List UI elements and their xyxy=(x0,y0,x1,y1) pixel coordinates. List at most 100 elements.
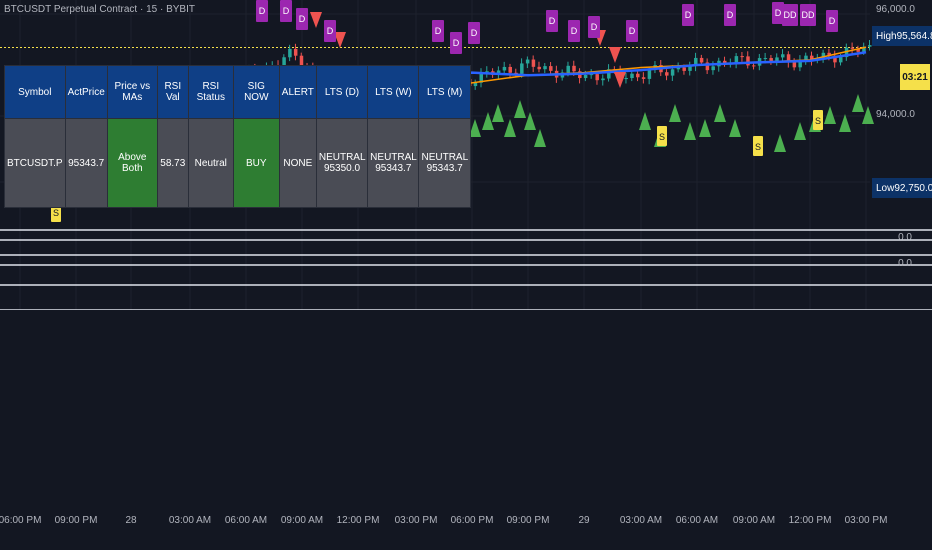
candle-body xyxy=(821,52,826,60)
candle-body xyxy=(566,65,570,73)
time-label: 28 xyxy=(125,515,137,526)
candle-body xyxy=(293,48,298,56)
d-marker-label: D xyxy=(453,38,460,48)
cell-alert: NONE xyxy=(278,118,317,208)
header-symbol: Symbol xyxy=(4,65,66,119)
price-label: 96,000.0 xyxy=(876,4,915,15)
buy-signal-triangle xyxy=(794,122,806,140)
candle-body xyxy=(641,77,646,79)
candle-body xyxy=(670,69,675,76)
sell-signal-triangle xyxy=(310,12,322,28)
buy-signal-triangle xyxy=(852,94,864,112)
candle-body xyxy=(705,62,710,71)
low-value: 92,750.0 xyxy=(894,182,932,194)
high-price-tag: High 95,564.8 xyxy=(872,26,932,46)
chart-title: BTCUSDT Perpetual Contract · 15 · BYBIT xyxy=(4,4,195,15)
candle-body xyxy=(711,66,715,71)
d-marker-label: D xyxy=(259,6,266,16)
d-marker xyxy=(826,10,838,32)
header-price-vs-mas: Price vs MAs xyxy=(106,65,158,119)
time-label: 09:00 PM xyxy=(506,515,550,526)
candle-body xyxy=(595,74,599,81)
candle-body xyxy=(868,45,872,47)
d-marker xyxy=(682,4,694,26)
dd-marker-label: DD xyxy=(802,10,815,20)
d-marker xyxy=(568,20,580,42)
d-marker xyxy=(324,20,336,42)
candle-body xyxy=(833,55,837,63)
time-label: 12:00 PM xyxy=(788,515,832,526)
header-rsi-val: RSI Val xyxy=(156,65,189,119)
d-marker-label: D xyxy=(471,28,478,38)
d-marker xyxy=(546,10,558,32)
cell-lts-d: NEUTRAL 95350.0 xyxy=(315,118,369,208)
buy-signal-triangle xyxy=(774,134,786,152)
time-label: 03:00 AM xyxy=(168,515,212,526)
buy-signal-triangle xyxy=(862,106,874,124)
time-label: 09:00 PM xyxy=(54,515,98,526)
time-label: 06:00 AM xyxy=(675,515,719,526)
buy-signal-triangle xyxy=(534,129,546,147)
buy-signal-triangle xyxy=(524,112,536,130)
d-marker xyxy=(468,22,480,44)
d-marker xyxy=(256,0,268,22)
candle-body xyxy=(473,82,478,87)
info-table-row: BTCUSDT.P 95343.7 Above Both 58.73 Neutr… xyxy=(4,118,471,208)
dd-marker xyxy=(782,4,798,26)
header-rsi-status: RSI Status xyxy=(187,65,234,119)
candle-body xyxy=(688,65,692,71)
candle-body xyxy=(763,58,768,60)
candle-body xyxy=(746,56,750,66)
cell-lts-w: NEUTRAL 95343.7 xyxy=(367,118,420,208)
indicator-zero-label: 0.0 xyxy=(898,258,912,269)
candle-body xyxy=(589,74,594,76)
candle-body xyxy=(752,65,756,67)
candle-body xyxy=(549,66,553,71)
buy-signal-triangle xyxy=(729,119,741,137)
candle-body xyxy=(636,73,640,78)
time-label: 06:00 PM xyxy=(0,515,42,526)
high-value: 95,564.8 xyxy=(896,30,932,42)
candle-body xyxy=(502,66,507,71)
d-marker-label: D xyxy=(685,10,692,20)
candle-body xyxy=(520,63,524,74)
buy-signal-triangle xyxy=(824,106,836,124)
s-marker xyxy=(813,110,823,130)
time-label: 09:00 AM xyxy=(732,515,776,526)
time-label: 06:00 PM xyxy=(450,515,494,526)
buy-signal-triangle xyxy=(669,104,681,122)
candle-body xyxy=(508,66,512,73)
candle-body xyxy=(514,72,518,74)
candle-body xyxy=(740,56,744,58)
time-label: 03:00 PM xyxy=(844,515,888,526)
buy-signal-triangle xyxy=(504,119,516,137)
time-label: 03:00 PM xyxy=(394,515,438,526)
cell-price-vs-mas: Above Both xyxy=(106,118,158,208)
candle-body xyxy=(607,69,611,79)
candle-body xyxy=(827,52,831,56)
candle-body xyxy=(601,78,605,81)
d-marker xyxy=(772,2,784,24)
candle-body xyxy=(665,72,669,76)
candle-body xyxy=(810,55,814,61)
time-label: 03:00 AM xyxy=(619,515,663,526)
cell-lts-m: NEUTRAL 95343.7 xyxy=(418,118,471,208)
candle-body xyxy=(624,78,628,80)
header-lts-d: LTS (D) xyxy=(315,65,369,119)
s-marker-label: S xyxy=(659,132,665,142)
candle-body xyxy=(850,47,855,49)
candle-body xyxy=(282,57,286,67)
s-marker-label: S xyxy=(53,208,59,218)
candle-body xyxy=(734,56,739,64)
d-marker xyxy=(724,4,736,26)
candle-body xyxy=(723,60,727,64)
sell-signal-triangle xyxy=(609,47,621,63)
candle-body xyxy=(699,57,704,63)
indicator-info-table: Symbol ActPrice Price vs MAs RSI Val RSI… xyxy=(4,65,471,208)
info-table-header-row: Symbol ActPrice Price vs MAs RSI Val RSI… xyxy=(4,65,471,119)
candle-body xyxy=(798,60,802,68)
dd-marker xyxy=(800,4,816,26)
low-label: Low xyxy=(876,182,895,194)
s-marker xyxy=(753,136,763,156)
